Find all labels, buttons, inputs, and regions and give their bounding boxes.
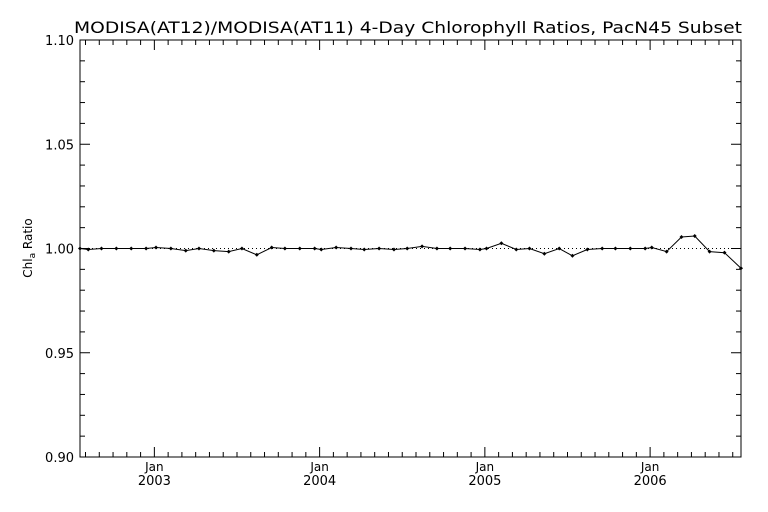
data-point <box>154 245 159 250</box>
data-point <box>463 246 468 251</box>
data-point <box>269 245 274 250</box>
data-point <box>477 247 482 252</box>
svg-text:Chla Ratio: Chla Ratio <box>21 218 38 277</box>
y-axis-label-main: Chl <box>21 258 35 277</box>
y-axis-label-subscript: a <box>28 253 38 259</box>
data-point <box>168 246 173 251</box>
y-tick-label: 0.90 <box>45 451 74 466</box>
data-point <box>86 247 91 252</box>
data-point <box>484 246 489 251</box>
data-point <box>282 246 287 251</box>
x-tick-label-year: 2006 <box>634 474 667 489</box>
data-point <box>722 250 727 255</box>
data-point <box>448 246 453 251</box>
data-point <box>499 241 504 246</box>
data-point <box>114 246 119 251</box>
y-tick-label: 1.00 <box>45 243 74 258</box>
x-tick-label-month: Jan <box>309 460 329 474</box>
data-point <box>391 247 396 252</box>
data-point <box>99 246 104 251</box>
data-point <box>707 249 712 254</box>
y-axis-label-rest: Ratio <box>21 218 35 253</box>
data-point <box>254 252 259 257</box>
y-tick-label: 1.05 <box>45 138 74 153</box>
data-point <box>129 246 134 251</box>
data-point <box>739 266 743 271</box>
x-tick-label-year: 2004 <box>303 474 336 489</box>
data-point <box>312 246 317 251</box>
data-point <box>649 245 654 250</box>
data-point <box>239 246 244 251</box>
data-point <box>570 253 575 258</box>
data-point <box>211 248 216 253</box>
series-line <box>79 235 742 269</box>
y-tick-label: 1.10 <box>45 34 74 49</box>
data-point <box>557 246 562 251</box>
y-axis-label: Chla Ratio <box>21 218 38 277</box>
data-point <box>679 235 684 240</box>
data-point <box>664 249 669 254</box>
x-tick-label-month: Jan <box>144 460 164 474</box>
x-tick-label-month: Jan <box>640 460 660 474</box>
data-point <box>349 246 354 251</box>
data-point <box>144 246 149 251</box>
data-point <box>434 246 439 251</box>
data-point <box>226 249 231 254</box>
data-point <box>542 251 547 256</box>
data-point <box>628 246 633 251</box>
data-point <box>643 246 648 251</box>
data-point <box>585 247 590 252</box>
chart-title: MODISA(AT12)/MODISA(AT11) 4-Day Chloroph… <box>74 18 742 37</box>
data-point <box>319 247 324 252</box>
data-point <box>183 248 188 253</box>
data-point <box>196 246 201 251</box>
data-point <box>405 246 410 251</box>
x-tick-label-year: 2003 <box>138 474 171 489</box>
data-point <box>362 247 367 252</box>
data-point <box>297 246 302 251</box>
data-point <box>600 246 605 251</box>
data-point <box>334 245 339 250</box>
data-point <box>377 246 382 251</box>
x-tick-label-month: Jan <box>475 460 495 474</box>
data-point <box>613 246 618 251</box>
x-tick-label-year: 2005 <box>468 474 501 489</box>
data-point <box>420 244 425 249</box>
data-point <box>514 247 519 252</box>
data-point <box>527 246 532 251</box>
y-tick-label: 0.95 <box>45 347 74 362</box>
data-point <box>78 246 82 251</box>
data-point <box>692 233 697 238</box>
